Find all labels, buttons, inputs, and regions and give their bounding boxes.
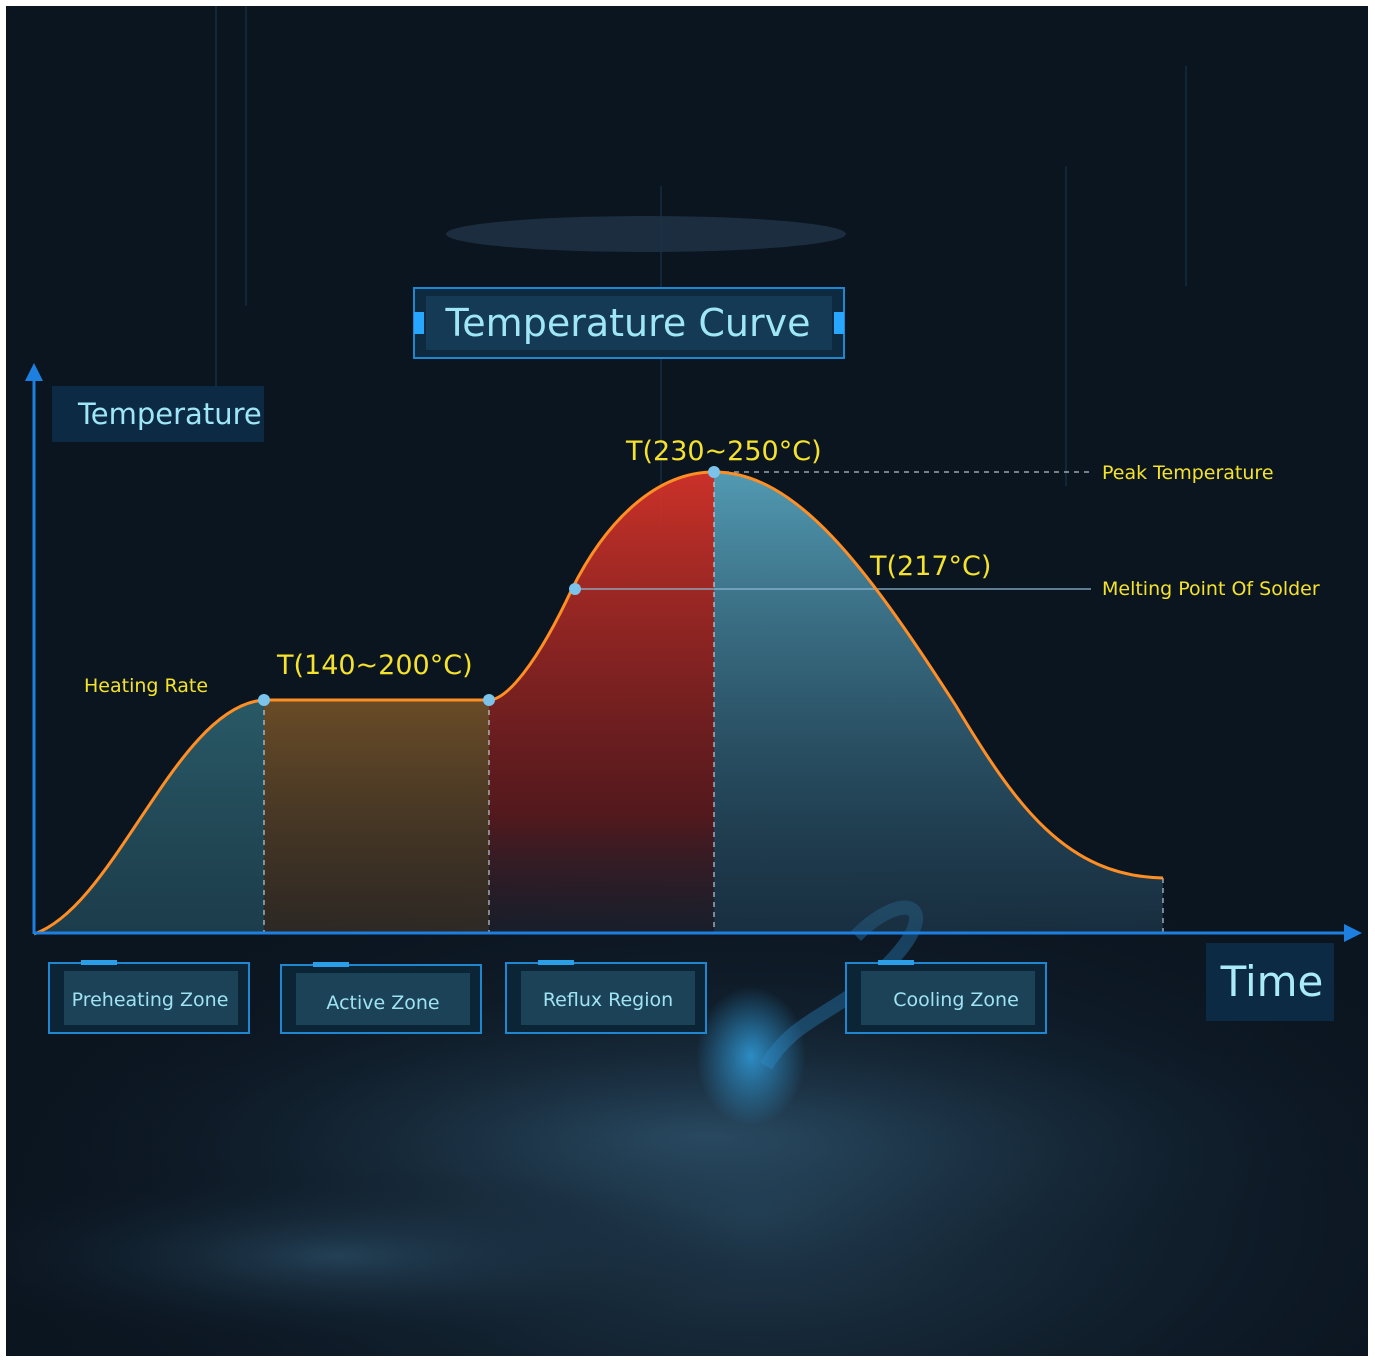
marker-active-end bbox=[483, 694, 495, 706]
temperature-curve-diagram: Temperature Curve Temperature Time Heati… bbox=[6, 6, 1368, 1356]
zone-box-cooling: Cooling Zone bbox=[845, 960, 1047, 1034]
melting-point-label: Melting Point Of Solder bbox=[1102, 578, 1320, 600]
x-axis-arrow bbox=[1344, 924, 1362, 942]
temperature-curve bbox=[33, 470, 1164, 936]
peak-temp-label: Peak Temperature bbox=[1102, 462, 1274, 484]
y-axis-label: Temperature bbox=[77, 397, 262, 431]
zone-label-cooling: Cooling Zone bbox=[893, 989, 1019, 1011]
zone-box-reflux: Reflux Region bbox=[505, 960, 707, 1034]
x-axis-label: Time bbox=[1220, 957, 1324, 1006]
zone-label-reflux: Reflux Region bbox=[543, 989, 673, 1011]
title-text: Temperature Curve bbox=[445, 301, 811, 345]
marker-peak bbox=[708, 466, 720, 478]
peak-temp-value: T(230~250°C) bbox=[625, 436, 822, 467]
x-axis-label-panel: Time bbox=[1206, 943, 1334, 1021]
diagram-canvas: Temperature Curve Temperature Time Heati… bbox=[6, 6, 1368, 1356]
y-axis-arrow bbox=[25, 363, 43, 381]
title-panel: Temperature Curve bbox=[413, 287, 845, 359]
active-temp-label: T(140~200°C) bbox=[276, 650, 473, 681]
melting-temp-value: T(217°C) bbox=[869, 551, 991, 582]
zone-box-preheating: Preheating Zone bbox=[48, 960, 250, 1034]
zone-label-preheating: Preheating Zone bbox=[72, 989, 229, 1011]
marker-preheat-end bbox=[258, 694, 270, 706]
y-axis-label-panel: Temperature bbox=[52, 386, 264, 442]
zone-label-active: Active Zone bbox=[326, 992, 439, 1014]
heating-rate-label: Heating Rate bbox=[84, 675, 208, 697]
zone-box-active: Active Zone bbox=[280, 962, 482, 1034]
marker-melting bbox=[569, 583, 581, 595]
